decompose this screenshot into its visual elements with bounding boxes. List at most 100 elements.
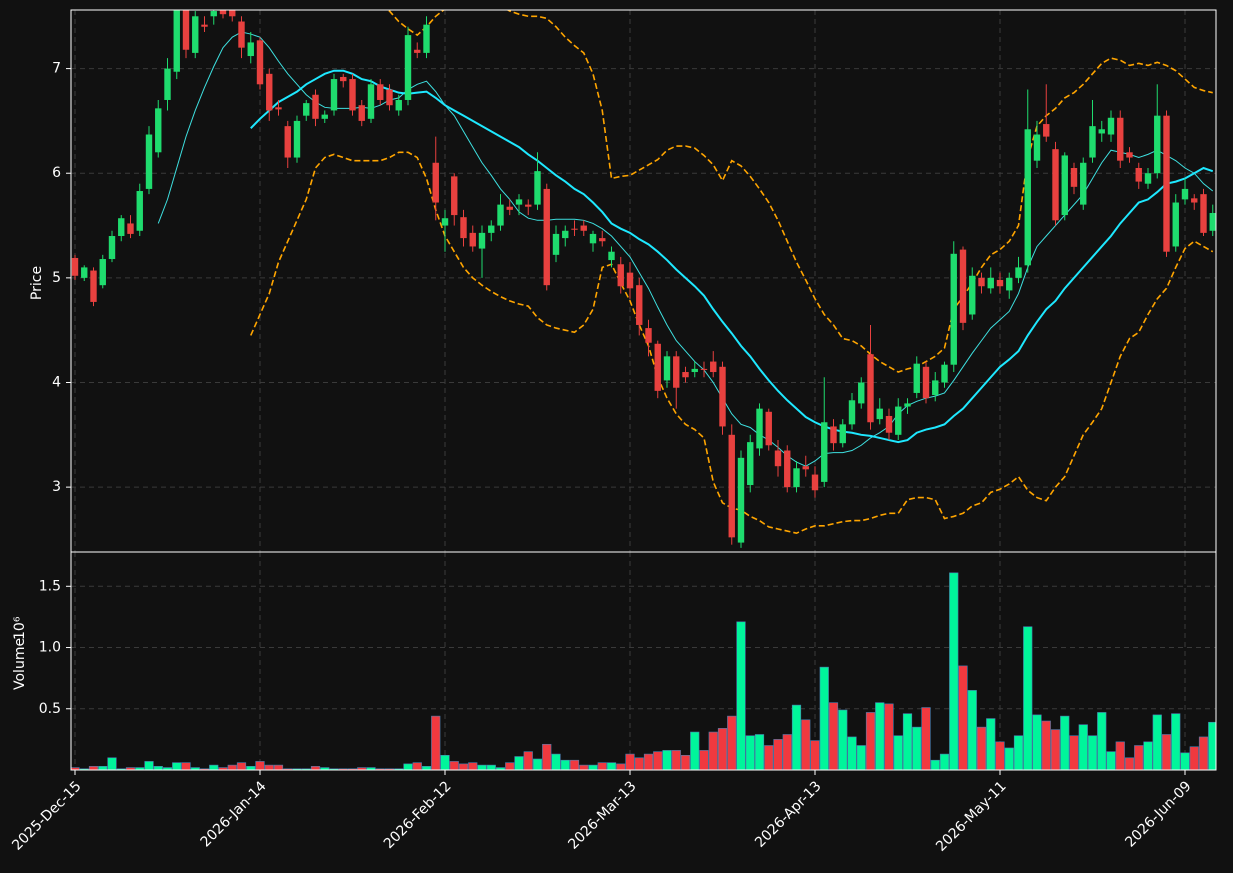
volume-bar (801, 719, 811, 770)
volume-bar (514, 756, 524, 770)
volume-bar (902, 713, 913, 770)
volume-bar (255, 761, 265, 770)
volume-bar (616, 763, 626, 770)
candle-body (922, 366, 930, 399)
volume-bar (819, 666, 829, 770)
volume-bar (1106, 751, 1116, 770)
volume-bar (1115, 741, 1125, 770)
candle-body (358, 105, 365, 121)
candle-body (774, 450, 782, 467)
candle-body (497, 204, 504, 226)
candle-body (830, 426, 837, 444)
y-tick-label: 1.5 (39, 578, 61, 594)
candle-body (275, 107, 282, 110)
candle-body (432, 162, 439, 203)
volume-bar (172, 762, 182, 770)
candle-body (441, 218, 449, 226)
volume-bar (782, 734, 792, 770)
candle-body (460, 217, 467, 239)
volume-bar (976, 726, 987, 770)
candle-body (219, 10, 227, 15)
volume-bar (440, 755, 450, 770)
candle-body (145, 134, 153, 189)
candle-body (876, 408, 883, 420)
candle-body (793, 468, 800, 488)
volume-bar (690, 731, 700, 770)
y-axis-label: Price (29, 266, 45, 300)
volume-bar (88, 766, 99, 770)
y-tick-label: 5 (52, 270, 61, 286)
volume-frame (70, 551, 1217, 771)
volume-bar (1041, 720, 1051, 770)
volume-bar (505, 762, 515, 770)
candle-body (941, 364, 948, 383)
candle-body (1191, 198, 1198, 203)
volume-bar (986, 718, 996, 770)
volume-bar (699, 750, 709, 770)
volume-bar (847, 736, 857, 770)
volume-bar (884, 703, 894, 770)
candle-body (469, 232, 476, 247)
volume-bar (995, 741, 1005, 770)
candle-body (210, 11, 217, 17)
candle-body (525, 204, 532, 207)
volume-bar (264, 764, 274, 770)
candle-body (895, 406, 902, 435)
candle-body (414, 49, 421, 53)
volume-bar (412, 762, 422, 770)
candle-body (1080, 162, 1087, 205)
candle-body (996, 279, 1004, 287)
candle-body (728, 434, 735, 538)
volume-bar (551, 753, 561, 770)
volume-bar (98, 766, 108, 770)
volume-bar (1097, 712, 1107, 770)
candle-body (81, 267, 88, 278)
candle-body (839, 424, 846, 444)
candle-body (108, 236, 116, 260)
volume-bar (310, 766, 321, 770)
candle-body (959, 249, 967, 323)
candle-body (164, 68, 171, 100)
volume-bar (810, 740, 820, 770)
price-plot (71, 10, 1216, 552)
candle-body (192, 16, 199, 53)
candle-body (1144, 173, 1152, 184)
candle-body (654, 343, 661, 391)
candle-body (562, 230, 569, 239)
candle-body (1015, 267, 1022, 278)
candle-body (377, 84, 384, 100)
candle-body (700, 368, 708, 370)
line (386, 10, 1213, 373)
candle-body (423, 24, 430, 53)
volume-bar (569, 759, 580, 770)
volume-bar (653, 751, 663, 770)
candle-body (645, 328, 652, 343)
candle-body (71, 257, 79, 276)
volume-bar (560, 759, 570, 770)
candle-body (1181, 188, 1189, 200)
candle-body (312, 94, 319, 119)
candle-body (136, 191, 143, 231)
candle-body (451, 176, 458, 216)
volume-bar (144, 761, 154, 770)
volume-bar (727, 715, 737, 770)
volume-bar (227, 764, 237, 770)
volume-bar (930, 759, 940, 770)
candle-body (867, 354, 874, 423)
volume-bar (431, 715, 441, 770)
candle-body (913, 363, 920, 393)
candle-body (737, 457, 745, 543)
volume-bar (597, 762, 607, 770)
volume-bar (1078, 724, 1088, 770)
candle-body (969, 275, 976, 315)
candle-body (488, 225, 495, 233)
volume-bar (671, 750, 681, 770)
candle-body (478, 232, 486, 249)
volume-bar (939, 753, 950, 770)
volume-bar (403, 763, 413, 770)
candle-body (543, 188, 550, 286)
y-tick-label: 4 (52, 374, 61, 390)
candle-body (1154, 115, 1161, 174)
candle-body (802, 466, 809, 470)
